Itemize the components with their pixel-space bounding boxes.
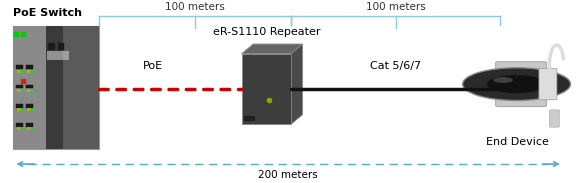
Text: eR-S1110 Repeater: eR-S1110 Repeater bbox=[212, 27, 320, 37]
FancyBboxPatch shape bbox=[13, 25, 100, 149]
Polygon shape bbox=[242, 44, 303, 54]
FancyBboxPatch shape bbox=[242, 54, 291, 124]
FancyBboxPatch shape bbox=[26, 104, 33, 108]
FancyBboxPatch shape bbox=[16, 66, 23, 69]
Text: End Device: End Device bbox=[486, 137, 549, 147]
FancyBboxPatch shape bbox=[16, 123, 23, 127]
Text: 200 meters: 200 meters bbox=[258, 170, 318, 180]
Text: Cat 5/6/7: Cat 5/6/7 bbox=[370, 61, 421, 71]
FancyBboxPatch shape bbox=[46, 25, 63, 149]
Text: PoE Switch: PoE Switch bbox=[13, 8, 83, 18]
FancyBboxPatch shape bbox=[48, 43, 55, 50]
FancyBboxPatch shape bbox=[63, 25, 100, 149]
Circle shape bbox=[463, 68, 570, 100]
FancyBboxPatch shape bbox=[26, 66, 33, 69]
FancyBboxPatch shape bbox=[26, 85, 33, 89]
Circle shape bbox=[494, 77, 513, 83]
FancyBboxPatch shape bbox=[26, 123, 33, 127]
FancyBboxPatch shape bbox=[16, 104, 23, 108]
FancyBboxPatch shape bbox=[58, 43, 64, 50]
FancyBboxPatch shape bbox=[496, 62, 546, 107]
FancyBboxPatch shape bbox=[13, 25, 46, 149]
FancyBboxPatch shape bbox=[244, 116, 254, 120]
Polygon shape bbox=[291, 44, 303, 124]
FancyBboxPatch shape bbox=[47, 51, 69, 60]
Text: 100 meters: 100 meters bbox=[365, 2, 425, 12]
Circle shape bbox=[487, 75, 546, 93]
Text: PoE: PoE bbox=[143, 61, 163, 71]
FancyBboxPatch shape bbox=[549, 110, 559, 127]
FancyBboxPatch shape bbox=[16, 85, 23, 89]
Text: 100 meters: 100 meters bbox=[165, 2, 225, 12]
FancyBboxPatch shape bbox=[539, 68, 557, 100]
